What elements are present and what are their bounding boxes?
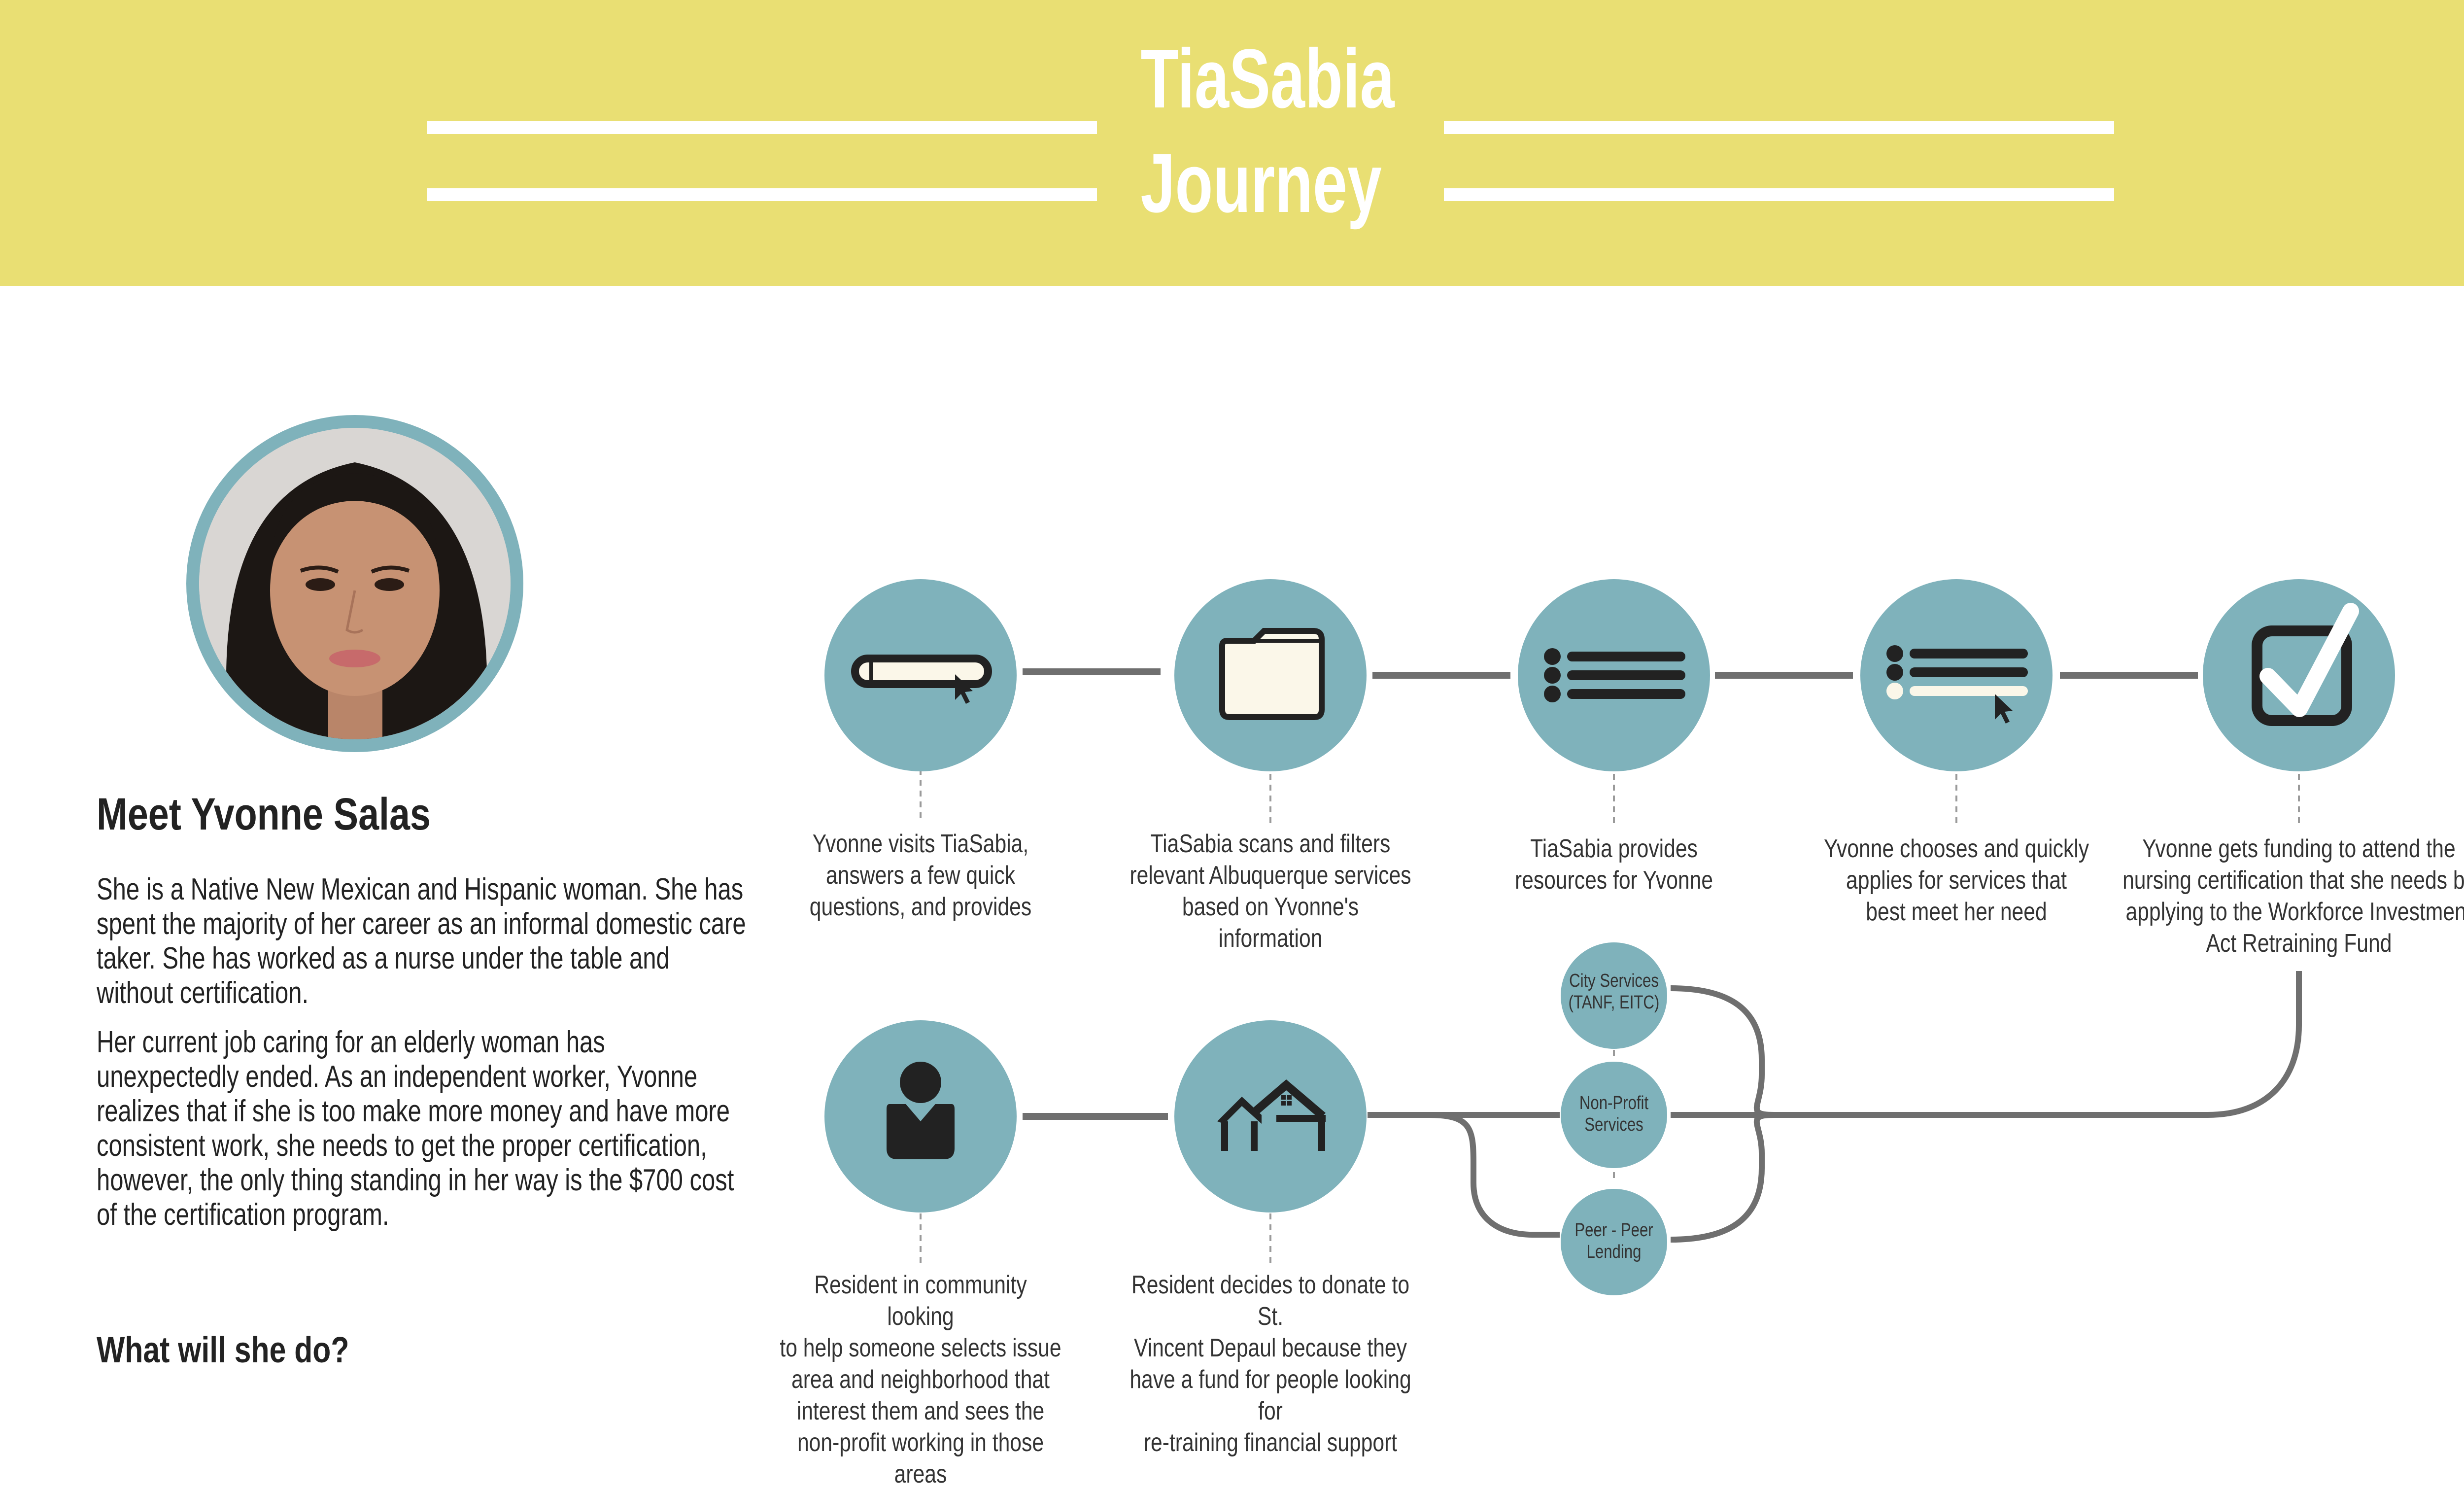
step-3-list <box>1518 579 1710 771</box>
header-banner: TiaSabia Journey <box>0 0 2464 286</box>
step-5-checkbox <box>2203 579 2395 771</box>
header-rule-right-bottom <box>1444 188 2114 201</box>
connector-city-merge <box>1670 985 1775 1118</box>
funding-nonprofit <box>1561 1062 1667 1168</box>
donor-step-2-caption: Resident decides to donate to St. Vincen… <box>1129 1271 1411 1457</box>
funding-city-services <box>1561 942 1667 1049</box>
step-5-caption: Yvonne gets funding to attend the nursin… <box>2122 834 2464 958</box>
persona-bio-1: She is a Native New Mexican and Hispanic… <box>97 872 746 1010</box>
portrait-illustration <box>199 428 511 739</box>
list-icon <box>1544 648 1685 702</box>
connector-to-funding <box>1774 971 2302 1118</box>
connector-houses-peer <box>1429 1112 1560 1238</box>
funding-nonprofit-label: Non-Profit Services <box>1579 1093 1649 1135</box>
list-select-icon <box>1886 645 2028 724</box>
header-rule-left-top <box>427 121 1097 134</box>
step-4-caption: Yvonne chooses and quickly applies for s… <box>1823 834 2089 926</box>
checkbox-icon <box>2252 603 2359 726</box>
header-rule-left-bottom <box>427 188 1097 201</box>
funding-city-services-label: City Services (TANF, EITC) <box>1568 970 1660 1013</box>
donor-step-1-caption: Resident in community looking to help so… <box>780 1271 1061 1489</box>
step-1-caption: Yvonne visits TiaSabia, answers a few qu… <box>809 830 1032 921</box>
header-rule-right-top <box>1444 121 2114 134</box>
donor-step-houses <box>1174 1020 1367 1213</box>
folder-icon <box>1219 628 1325 720</box>
houses-icon <box>1217 1079 1326 1151</box>
page-title-line-2: Journey <box>1140 137 1382 230</box>
page-title-line-1: TiaSabia <box>1140 32 1395 126</box>
connector-peer-merge <box>1670 1112 1775 1243</box>
step-1-search <box>824 579 1017 771</box>
person-icon <box>887 1062 955 1159</box>
funding-peer-lending <box>1561 1189 1667 1295</box>
search-bar-icon <box>851 655 992 704</box>
caption-leaders <box>920 769 2300 1267</box>
persona-question: What will she do? <box>97 1329 349 1370</box>
step-2-folder <box>1174 579 1367 771</box>
funding-peer-lending-label: Peer - Peer Lending <box>1574 1220 1653 1262</box>
avatar <box>199 428 511 739</box>
step-3-caption: TiaSabia provides resources for Yvonne <box>1514 834 1713 895</box>
persona-heading: Meet Yvonne Salas <box>97 789 431 839</box>
persona-bio-2: Her current job caring for an elderly wo… <box>97 1025 734 1232</box>
step-2-caption: TiaSabia scans and filters relevant Albu… <box>1129 830 1411 953</box>
donor-step-person <box>824 1020 1017 1213</box>
step-4-list-select <box>1860 579 2053 771</box>
